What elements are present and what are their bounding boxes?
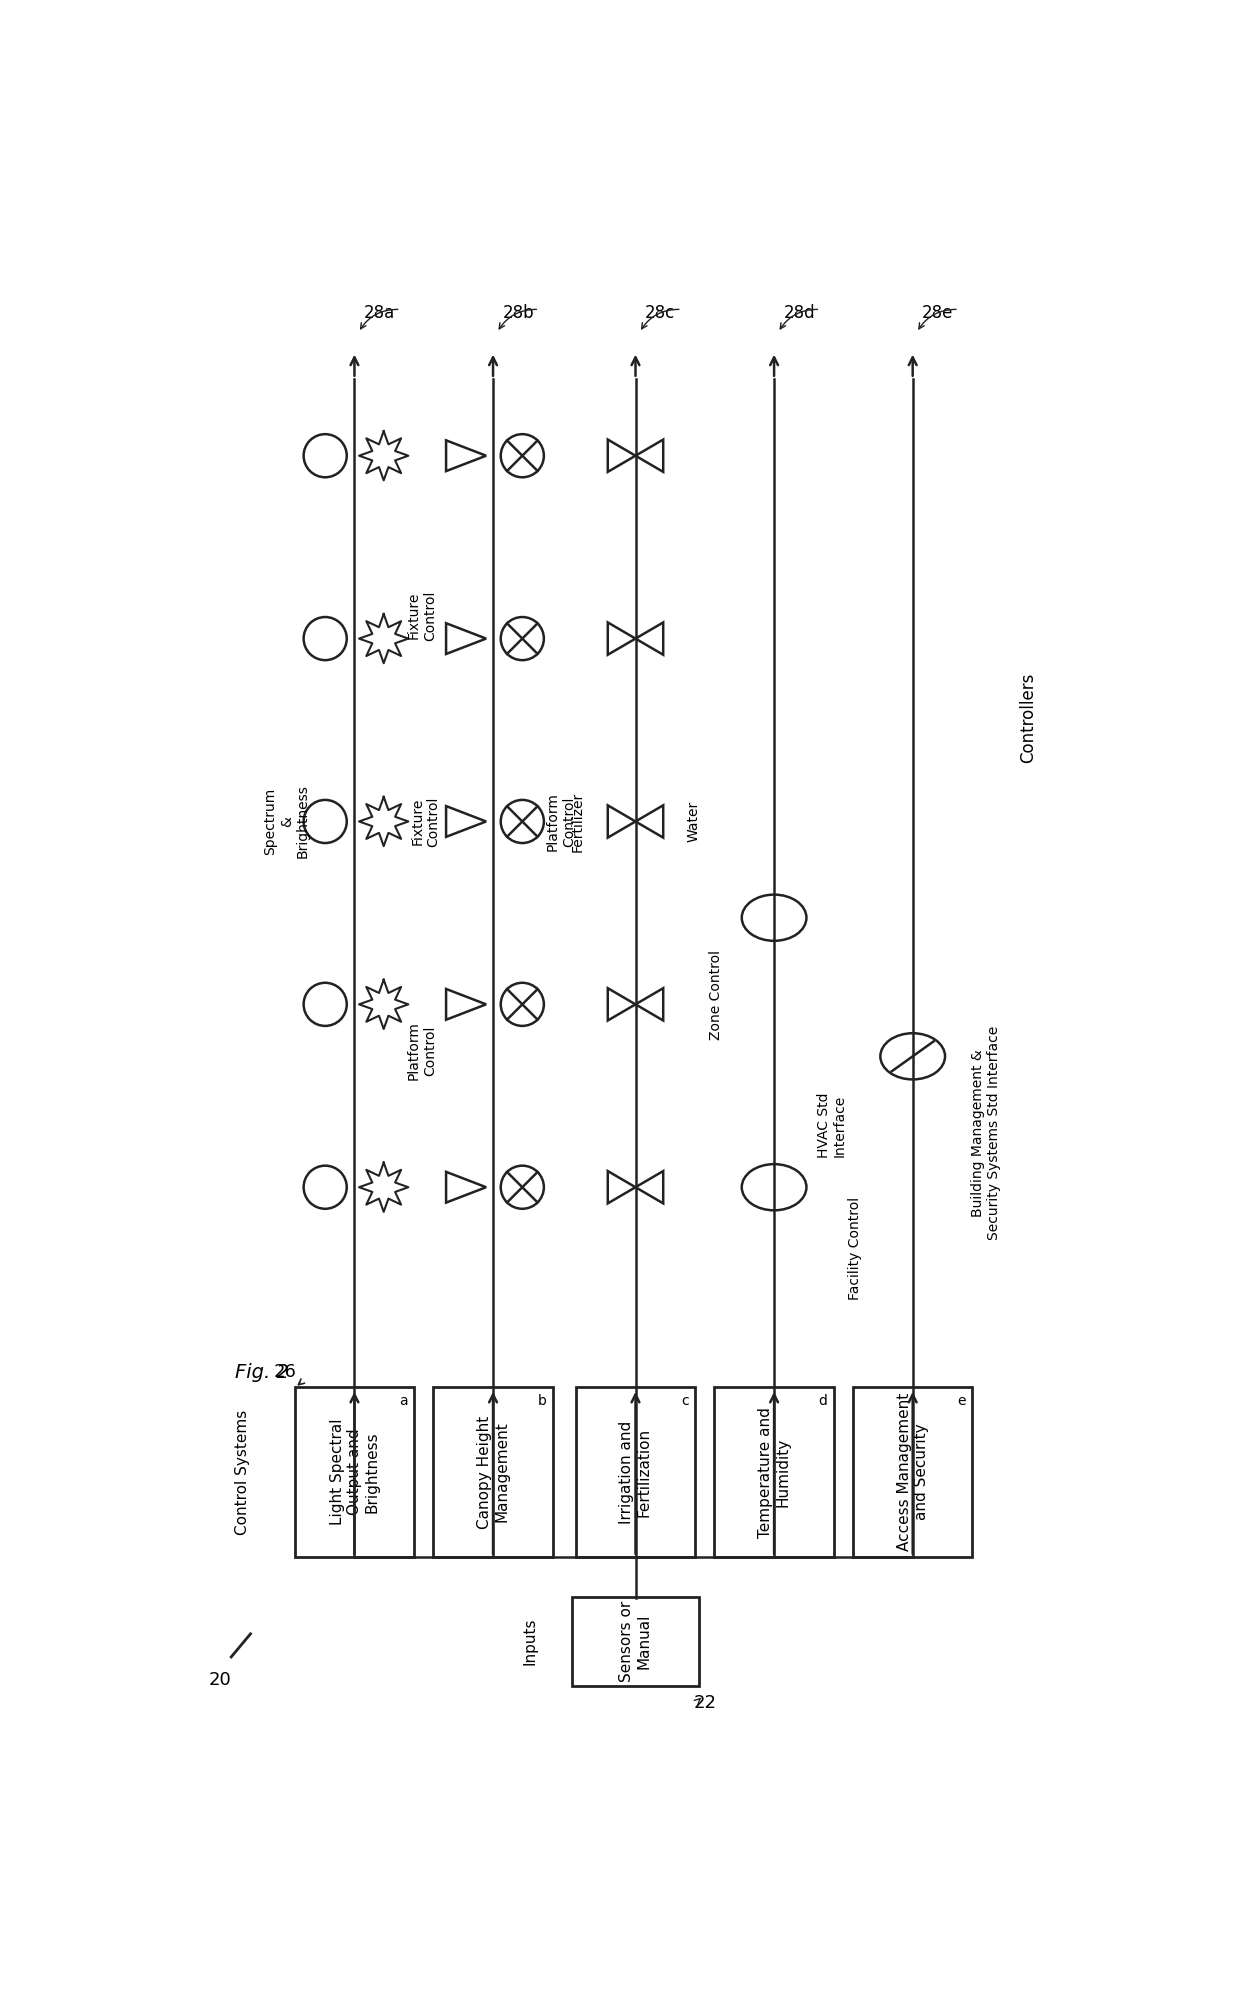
Text: Fixture
Control: Fixture Control — [410, 796, 440, 846]
Text: 28b: 28b — [502, 304, 534, 322]
Text: 28d: 28d — [784, 304, 815, 322]
Bar — [572, 1597, 699, 1685]
Text: Facility Control: Facility Control — [848, 1197, 862, 1301]
Bar — [295, 1387, 414, 1557]
Text: Spectrum
&
Brightness: Spectrum & Brightness — [263, 784, 310, 858]
Text: Platform
Control: Platform Control — [546, 792, 575, 850]
Text: 20: 20 — [208, 1671, 231, 1689]
Text: Access Management
and Security: Access Management and Security — [897, 1393, 929, 1551]
Text: Fixture
Control: Fixture Control — [407, 590, 438, 640]
Text: Sensors or
Manual: Sensors or Manual — [619, 1601, 652, 1683]
Text: b: b — [538, 1393, 547, 1407]
Text: Platform
Control: Platform Control — [407, 1021, 438, 1081]
Text: Controllers: Controllers — [1019, 672, 1037, 762]
Text: 26: 26 — [274, 1363, 296, 1381]
Text: Irrigation and
Fertilization: Irrigation and Fertilization — [619, 1421, 652, 1523]
Text: Building Management &
Security Systems Std Interface: Building Management & Security Systems S… — [971, 1027, 1001, 1241]
Text: HVAC Std
Interface: HVAC Std Interface — [817, 1093, 847, 1159]
Text: d: d — [818, 1393, 827, 1407]
Text: Zone Control: Zone Control — [709, 950, 723, 1041]
Text: c: c — [682, 1393, 689, 1407]
Bar — [714, 1387, 833, 1557]
Text: Water: Water — [686, 800, 701, 842]
Text: 28c: 28c — [645, 304, 675, 322]
Text: e: e — [957, 1393, 966, 1407]
Text: Inputs: Inputs — [522, 1617, 537, 1665]
Text: Fertilizer: Fertilizer — [570, 790, 585, 852]
Text: Fig. 2: Fig. 2 — [236, 1363, 289, 1381]
Bar — [853, 1387, 972, 1557]
Text: 28e: 28e — [923, 304, 954, 322]
Text: Canopy Height
Management: Canopy Height Management — [477, 1415, 510, 1529]
Bar — [433, 1387, 553, 1557]
Bar — [575, 1387, 696, 1557]
Text: 22: 22 — [693, 1695, 717, 1713]
Text: Temperature and
Humidity: Temperature and Humidity — [758, 1407, 790, 1537]
Text: a: a — [399, 1393, 408, 1407]
Text: Control Systems: Control Systems — [236, 1409, 250, 1535]
Text: Light Spectral
Output and
Brightness: Light Spectral Output and Brightness — [330, 1419, 379, 1525]
Text: 28a: 28a — [363, 304, 394, 322]
